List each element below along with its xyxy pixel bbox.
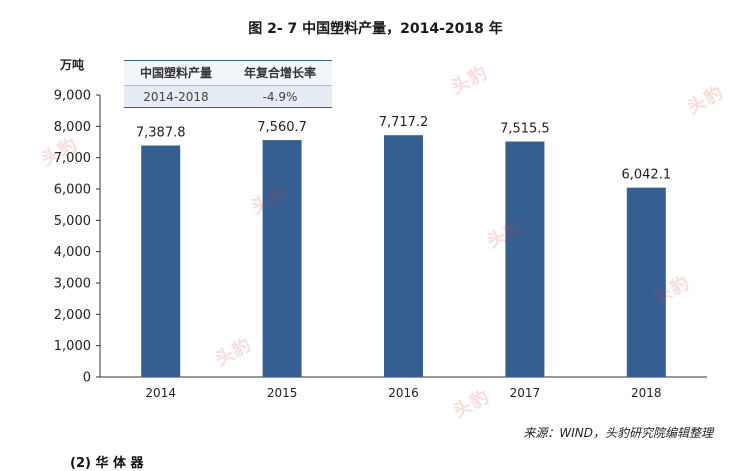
chart-title: 图 2- 7 中国塑料产量，2014-2018 年: [248, 21, 503, 37]
y-tick-label: 0: [83, 371, 91, 386]
y-tick-label: 6,000: [54, 183, 91, 198]
growth-table-cagr-value: -4.9%: [228, 85, 332, 108]
data-label: 7,515.5: [500, 122, 550, 137]
growth-rate-table: 中国塑料产量 年复合增长率 2014-2018 -4.9%: [124, 60, 332, 108]
bar: [384, 135, 423, 377]
y-tick-label: 9,000: [54, 89, 91, 104]
y-tick-label: 5,000: [54, 214, 91, 229]
y-tick-label: 3,000: [54, 277, 91, 292]
growth-table-period: 2014-2018: [124, 85, 228, 108]
source-note: 来源：WIND，头豹研究院编辑整理: [523, 426, 713, 440]
x-tick-label: 2014: [145, 386, 176, 400]
bar: [505, 141, 545, 377]
y-tick-label: 2,000: [54, 308, 91, 323]
x-tick-label: 2017: [510, 386, 541, 400]
data-label: 6,042.1: [621, 168, 671, 183]
x-tick-label: 2016: [388, 386, 419, 400]
y-tick-label: 8,000: [54, 120, 91, 135]
bar: [262, 140, 302, 377]
y-tick-label: 7,000: [54, 151, 91, 166]
growth-table-row: 2014-2018 -4.9%: [124, 85, 332, 108]
x-tick-label: 2015: [267, 386, 298, 400]
x-tick-label: 2018: [631, 386, 662, 400]
growth-table-header-production: 中国塑料产量: [124, 60, 228, 86]
bar: [626, 187, 666, 377]
data-label: 7,717.2: [379, 115, 429, 130]
next-section-heading-fragment: (2) 华 体 器: [70, 456, 144, 471]
bar: [141, 145, 181, 377]
y-axis-unit-label: 万吨: [60, 58, 85, 72]
y-tick-label: 1,000: [54, 339, 91, 354]
data-label: 7,387.8: [136, 126, 186, 141]
data-label: 7,560.7: [257, 120, 307, 135]
y-tick-label: 4,000: [54, 245, 91, 260]
growth-table-header-row: 中国塑料产量 年复合增长率: [124, 60, 332, 86]
growth-table-header-cagr: 年复合增长率: [228, 60, 332, 86]
